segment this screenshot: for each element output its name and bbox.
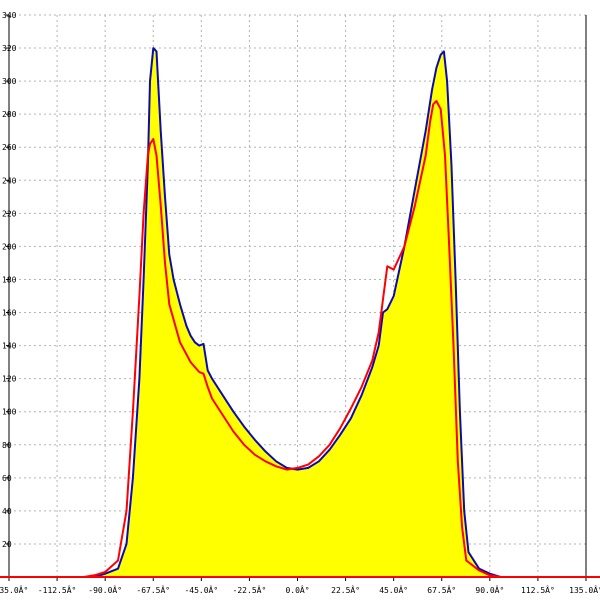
x-tick-labels: -135.0Â° -112.5Â° -90.0Â° -67.5Â° -45.0Â° -22… [0,584,600,595]
x-tick-label: -112.5Â° [38,584,77,595]
y-tick-label: 100 [2,408,17,417]
y-tick-label: 260 [2,143,17,152]
y-tick-label: 60 [2,474,12,483]
y-tick-label: 240 [2,176,17,185]
y-tick-label: 80 [2,441,12,450]
y-tick-label: 340 [2,11,17,20]
y-tick-label: 220 [2,209,17,218]
y-tick-label: 160 [2,309,17,318]
area-fill-series-1 [94,48,501,578]
x-tick-label: 90.0Â° [475,584,504,595]
y-tick-label: 40 [2,507,12,516]
x-tick-label: 22.5Â° [331,584,360,595]
x-tick-label: 67.5Â° [427,584,456,595]
series-lines [83,47,501,578]
x-tick-label: 135.0Â° [569,584,600,595]
y-tick-label: 200 [2,242,17,251]
x-tick-label: -67.5Â° [136,584,170,595]
x-tick-label: -22.5Â° [233,584,267,595]
y-tick-label: 20 [2,540,12,549]
area-fills [94,48,501,578]
y-tick-label: 280 [2,110,17,119]
x-tick-label: -90.0Â° [88,584,122,595]
x-tick-label: 45.0Â° [379,584,408,595]
x-tick-label: 112.5Â° [521,584,555,595]
x-tick-label: -135.0Â° [0,584,28,595]
series-line-2 [83,100,501,578]
y-tick-label: 300 [2,77,17,86]
axes [0,14,600,581]
y-tick-label: 120 [2,375,17,384]
y-tick-label: 320 [2,44,17,53]
x-tick-label: -45.0Â° [184,584,218,595]
y-tick-labels: 20 40 60 80 100 120 140 160 180 200 220 240 260 280 30… [2,11,17,549]
y-tick-label: 140 [2,342,17,351]
y-tick-label: 180 [2,275,17,284]
series-line-1 [94,47,501,578]
x-tick-label: 0.0Â° [285,584,309,595]
